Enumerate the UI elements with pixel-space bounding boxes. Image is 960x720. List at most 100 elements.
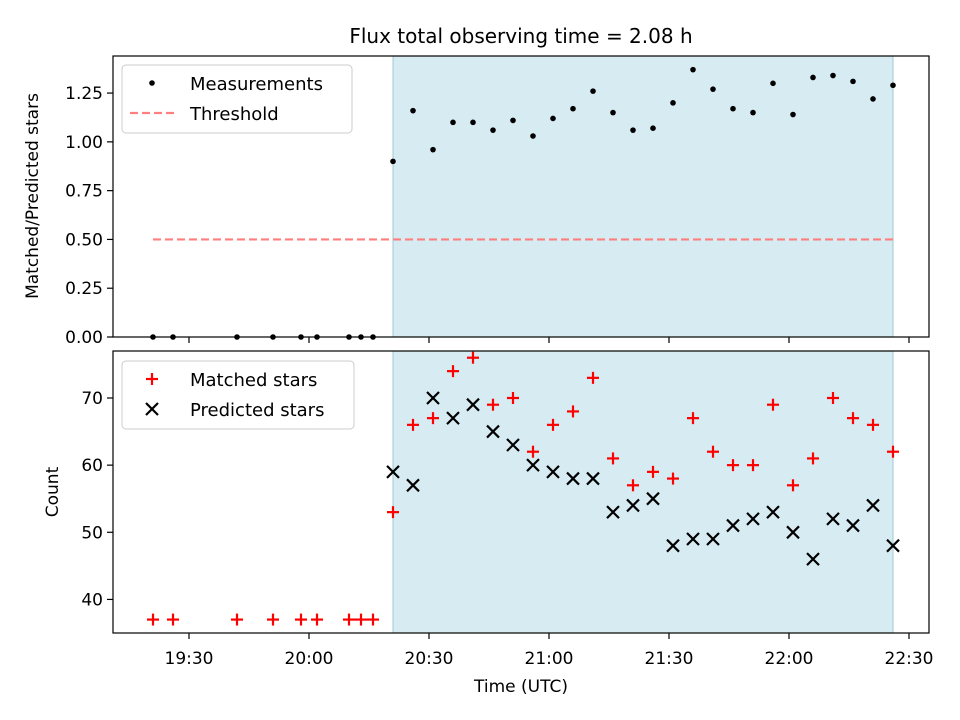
matched-star-point [267, 613, 279, 626]
legend-measurements-label: Measurements [190, 74, 323, 95]
bottom-panel: 40 50 60 70 19:30 20:00 20:30 21:00 21:30 22:00 2… [43, 350, 934, 697]
y-tick-label: 0.50 [65, 230, 103, 250]
x-tick-label: 20:30 [405, 649, 454, 669]
matched-star-point [647, 465, 659, 478]
y-tick-label: 0.00 [65, 328, 103, 348]
y-tick-label: 1.25 [65, 84, 103, 104]
predicted-star-point [886, 538, 900, 553]
y-tick-label: 1.00 [65, 133, 103, 153]
legend-matched-label: Matched stars [190, 370, 317, 391]
matched-star-point [487, 398, 499, 411]
matched-star-point [867, 418, 879, 431]
y-tick-label: 40 [81, 590, 103, 610]
predicted-star-point [626, 498, 640, 513]
matched-star-point [807, 452, 819, 465]
top-x-ticks [188, 337, 910, 343]
predicted-star-point [466, 397, 480, 412]
predicted-star-point [446, 411, 460, 425]
predicted-star-point [646, 491, 660, 506]
top-y-axis: 0.00 0.25 0.50 0.75 1.00 1.25 [65, 84, 113, 348]
measurement-point [550, 115, 556, 122]
predicted-star-point [726, 518, 740, 533]
x-axis-label: Time (UTC) [473, 677, 568, 697]
top-axes-frame [112, 55, 930, 338]
y-tick-label: 50 [81, 523, 103, 543]
matched-star-point [231, 613, 243, 626]
legend-matched-marker [146, 373, 158, 385]
matched-star-point [767, 398, 779, 411]
predicted-star-point [846, 518, 860, 533]
matched-star-point [467, 351, 479, 364]
measurement-point [850, 78, 856, 85]
matched-star-point [367, 613, 379, 626]
measurement-point [670, 100, 676, 106]
matched-star-point [507, 392, 519, 404]
measurement-point [790, 111, 796, 118]
matched-star-point [627, 479, 639, 492]
matched-star-point [147, 613, 159, 626]
measurement-point [430, 146, 436, 153]
matched-star-point [355, 613, 367, 626]
y-tick-label: 0.25 [65, 279, 103, 299]
matched-star-point [607, 452, 619, 465]
bottom-shaded-region [392, 350, 894, 634]
measurement-point [630, 127, 636, 133]
measurement-point [830, 72, 836, 79]
matched-star-point [387, 506, 399, 519]
bottom-axes-frame [112, 350, 930, 634]
predicted-star-point [486, 424, 500, 439]
bottom-legend: Matched stars Predicted stars [121, 360, 355, 430]
measurement-point [490, 127, 496, 133]
measurement-point [510, 117, 516, 124]
measurement-point [390, 158, 396, 165]
predicted-star-point [546, 465, 560, 479]
top-shaded-region [392, 55, 894, 338]
measurement-point [470, 119, 476, 126]
predicted-star-point [826, 512, 840, 526]
measurement-point [730, 105, 736, 112]
predicted-star-point [566, 471, 580, 486]
predicted-star-point [386, 465, 400, 479]
measurement-point [530, 133, 536, 139]
legend-measurements-marker [149, 80, 155, 86]
measurement-point [410, 107, 416, 114]
matched-star-point [827, 392, 839, 404]
bottom-plot-area [147, 351, 900, 626]
x-tick-label: 21:00 [525, 649, 574, 669]
predicted-star-point [786, 525, 800, 540]
predicted-star-point [686, 532, 700, 546]
predicted-star-point [526, 458, 540, 472]
predicted-star-point [766, 505, 780, 519]
predicted-star-point [606, 505, 620, 519]
predicted-star-point [586, 471, 600, 486]
matched-star-point [527, 445, 539, 458]
x-tick-label: 21:30 [645, 649, 694, 669]
measurement-point [750, 109, 756, 116]
bottom-legend-box [121, 360, 355, 430]
predicted-star-point [746, 512, 760, 526]
matched-star-point [407, 418, 419, 431]
matched-star-point [667, 472, 679, 485]
predicted-star-point [506, 438, 520, 452]
legend-predicted-label: Predicted stars [190, 400, 324, 421]
predicted-star-point [706, 532, 720, 546]
legend-predicted-marker [145, 402, 159, 416]
measurement-point [810, 74, 816, 81]
predicted-star-point [426, 391, 440, 405]
predicted-star-point [666, 538, 680, 553]
matched-star-point [427, 412, 439, 425]
measurement-point [570, 105, 576, 112]
measurement-point [890, 82, 896, 89]
matched-star-point [847, 412, 859, 425]
bottom-x-axis: 19:30 20:00 20:30 21:00 21:30 22:00 22:30 [165, 633, 934, 669]
measurement-point [610, 109, 616, 116]
x-tick-label: 22:00 [765, 649, 814, 669]
legend-threshold-label: Threshold [189, 104, 279, 125]
chart-title: Flux total observing time = 2.08 h [349, 24, 692, 48]
x-tick-label: 19:30 [165, 649, 214, 669]
measurement-point [690, 66, 696, 73]
y-tick-label: 0.75 [65, 182, 103, 202]
matched-star-point [343, 613, 355, 626]
y-tick-label: 60 [81, 456, 103, 476]
